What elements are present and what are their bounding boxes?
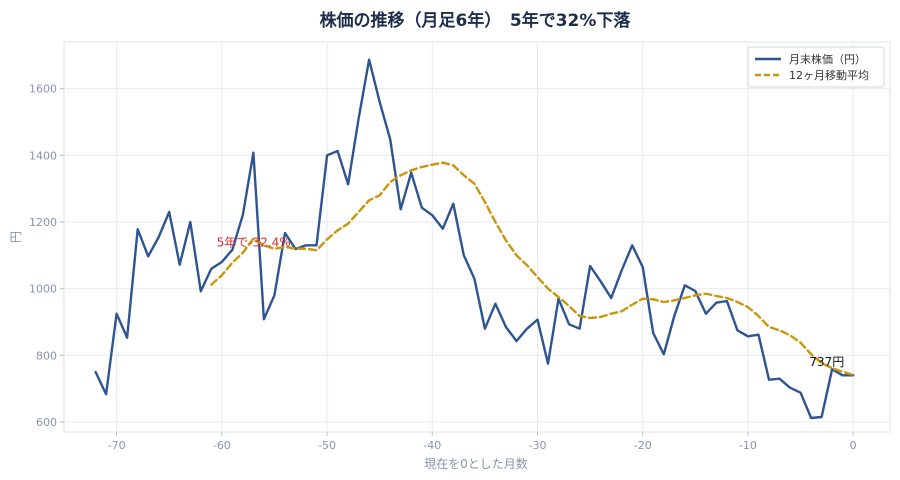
x-tick-label: -70 <box>108 439 126 452</box>
last-price-annotation: 737円 <box>809 355 844 369</box>
x-tick-label: -20 <box>634 439 652 452</box>
legend-box <box>747 46 885 88</box>
y-axis: 600 800 1000 1200 1400 1600 <box>29 83 64 429</box>
y-tick-label: 600 <box>36 416 57 429</box>
y-tick-label: 1200 <box>29 216 57 229</box>
x-tick-label: 0 <box>850 439 857 452</box>
y-tick-label: 1600 <box>29 83 57 96</box>
y-axis-label: 円 <box>9 231 23 243</box>
chart-title: 株価の推移（月足6年） 5年で32%下落 <box>320 10 632 31</box>
x-tick-label: -40 <box>423 439 441 452</box>
x-tick-label: -30 <box>529 439 547 452</box>
x-tick-label: -50 <box>318 439 336 452</box>
series-lines <box>94 58 855 420</box>
y-tick-label: 1400 <box>29 149 57 162</box>
y-tick-label: 800 <box>36 349 57 362</box>
legend-label: 12ヶ月移動平均 <box>789 68 869 82</box>
plot-area <box>63 41 891 433</box>
x-tick-label: -60 <box>213 439 231 452</box>
legend: 月末株価（円） 12ヶ月移動平均 <box>747 46 885 88</box>
x-axis: -70 -60 -50 -40 -30 -20 -10 0 <box>108 432 857 452</box>
decline-annotation: 5年で-32.4% <box>217 236 291 250</box>
x-tick-label: -10 <box>739 439 757 452</box>
moving-average-line <box>210 161 855 377</box>
x-axis-label: 現在を0とした月数 <box>424 456 528 471</box>
price-line <box>94 58 855 420</box>
y-tick-label: 1000 <box>29 283 57 296</box>
legend-label: 月末株価（円） <box>789 52 866 66</box>
annotations: 5年で-32.4% 737円 <box>217 236 845 369</box>
